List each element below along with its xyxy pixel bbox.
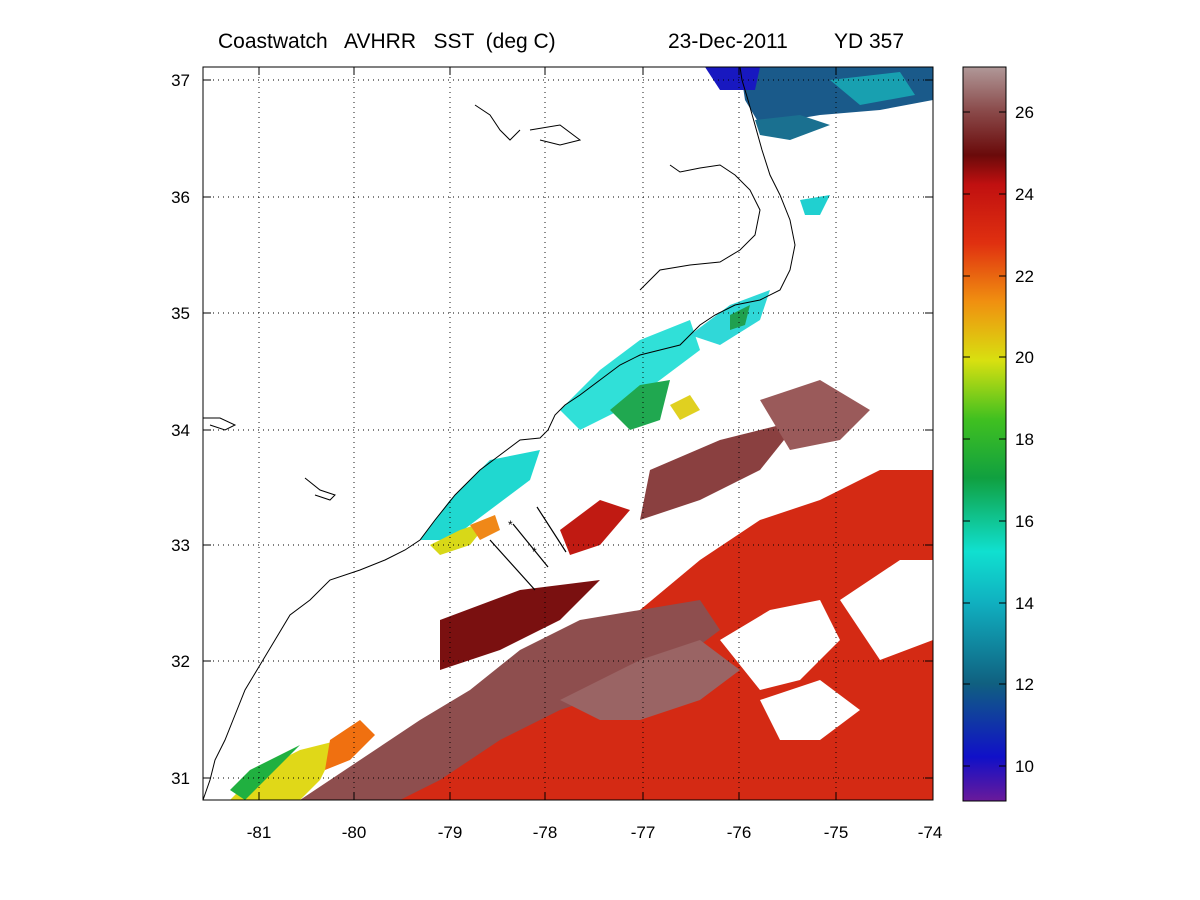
sst-onslow-orange (470, 515, 500, 540)
coastline-inland-3 (304, 477, 336, 501)
lat-label-37: 37 (171, 71, 190, 90)
date-label: 23-Dec-2011 (668, 30, 788, 53)
coastline-main (202, 66, 796, 801)
lat-label-36: 36 (171, 188, 190, 207)
sst-north-teal-2 (755, 115, 830, 140)
colorbar-label-14: 14 (1015, 594, 1034, 613)
sst-brown-patch-3 (760, 380, 870, 450)
colorbar-label-16: 16 (1015, 512, 1034, 531)
sst-brown-band (300, 600, 720, 800)
lat-label-31: 31 (171, 769, 190, 788)
sst-mid-cyan (800, 195, 830, 215)
sst-raleigh-yellow (670, 395, 700, 420)
coastline-inland-1 (474, 104, 521, 141)
lon-label-79: -79 (438, 823, 463, 842)
lon-label-76: -76 (727, 823, 752, 842)
transect-2 (512, 523, 549, 568)
sst-raleigh-cyan (560, 320, 700, 430)
cloud-gap-4 (600, 530, 700, 590)
colorbar-gradient (962, 66, 1007, 802)
transect-marker-1: * (508, 518, 513, 532)
colorbar-label-10: 10 (1015, 757, 1034, 776)
colorbar-label-26: 26 (1015, 103, 1034, 122)
colorbar-label-18: 18 (1015, 430, 1034, 449)
sst-raleigh-green (610, 380, 670, 430)
colorbar-label-20: 20 (1015, 348, 1034, 367)
coastline-sounds (639, 164, 761, 291)
sst-red-patch-1 (560, 500, 630, 555)
coastline-inland-2 (529, 124, 582, 146)
colorbar-label-24: 24 (1015, 185, 1034, 204)
sst-dark-red-patch (440, 580, 600, 670)
colorbar-label-12: 12 (1015, 675, 1034, 694)
sst-coastal-south-green (230, 745, 300, 800)
coastline-inland-4 (203, 417, 237, 431)
colorbar: 26 24 22 20 18 16 14 12 10 (962, 66, 1034, 802)
cloud-gap-2 (840, 560, 933, 660)
lon-label-81: -81 (247, 823, 272, 842)
lat-label-32: 32 (171, 652, 190, 671)
sst-coastal-orange (325, 720, 375, 770)
sst-brown-patch-2 (640, 420, 800, 520)
lon-label-80: -80 (342, 823, 367, 842)
lon-label-74: -74 (918, 823, 943, 842)
lat-labels: 37 36 35 34 33 32 31 (171, 71, 190, 788)
sst-brown-patch-1 (560, 640, 740, 720)
transect-marker-2: * (532, 545, 537, 559)
axis-ticks (203, 67, 933, 800)
lon-label-78: -78 (533, 823, 558, 842)
title-row: Coastwatch AVHRR SST (deg C) 23-Dec-2011… (0, 30, 1200, 60)
lon-labels: -81 -80 -79 -78 -77 -76 -75 -74 (247, 823, 943, 842)
lat-label-33: 33 (171, 536, 190, 555)
transects: * * (489, 506, 567, 591)
yearday-label: YD 357 (834, 30, 905, 53)
coastline (202, 66, 796, 801)
lat-label-34: 34 (171, 421, 190, 440)
lat-label-35: 35 (171, 304, 190, 323)
cloud-gap-1 (720, 600, 840, 690)
colorbar-ticks (963, 111, 1006, 767)
map-frame (202, 66, 934, 801)
lon-label-75: -75 (824, 823, 849, 842)
transect-3 (536, 506, 567, 553)
colorbar-label-22: 22 (1015, 267, 1034, 286)
sst-north-blue (705, 67, 760, 90)
product-title: Coastwatch AVHRR SST (deg C) (218, 30, 556, 53)
lon-label-77: -77 (631, 823, 656, 842)
sst-hatteras-green (730, 305, 750, 330)
transect-1 (489, 539, 536, 591)
sst-imagery (230, 67, 933, 800)
cloud-gap-3 (760, 680, 860, 740)
graticule (203, 67, 933, 800)
